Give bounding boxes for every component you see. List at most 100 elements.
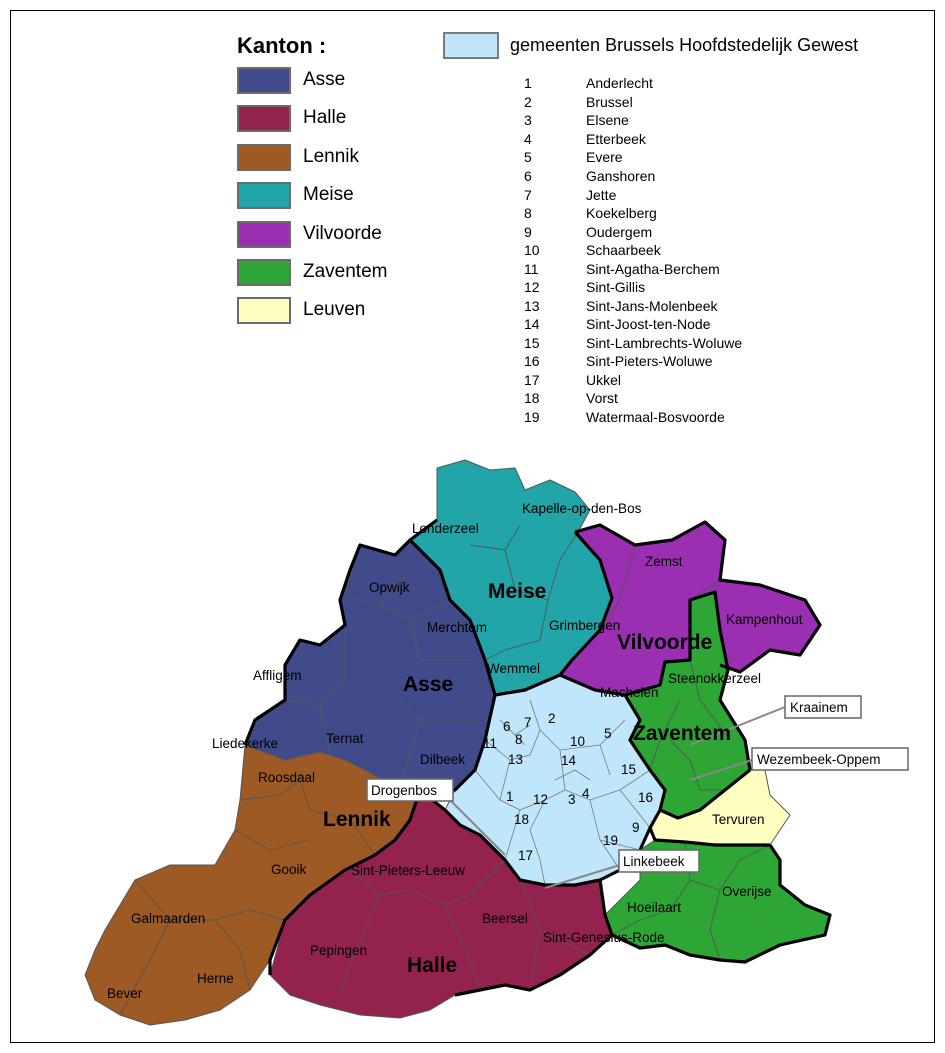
gemeente-num: 13 bbox=[524, 298, 540, 314]
gemeente-num: 12 bbox=[524, 279, 540, 295]
municipality-label: Grimbergen bbox=[549, 618, 620, 633]
canton-label-lennik: Lennik bbox=[323, 808, 391, 831]
municipality-label: Opwijk bbox=[369, 580, 410, 595]
callout-kraainem: Kraainem bbox=[784, 695, 862, 719]
gemeente-num: 14 bbox=[524, 316, 540, 332]
brussels-number: 15 bbox=[621, 762, 636, 777]
brussels-number: 19 bbox=[603, 833, 618, 848]
brussels-number: 12 bbox=[533, 792, 548, 807]
gemeente-name: Evere bbox=[586, 149, 623, 165]
brussels-number: 7 bbox=[524, 715, 532, 730]
gemeente-name: Elsene bbox=[586, 112, 629, 128]
legend-label: Asse bbox=[303, 69, 346, 90]
brussels-number: 4 bbox=[582, 786, 590, 801]
municipality-label: Sint-Genesius-Rode bbox=[543, 930, 665, 945]
brussels-number: 3 bbox=[568, 792, 576, 807]
map-frame bbox=[10, 10, 935, 1043]
brussels-number: 18 bbox=[514, 812, 529, 827]
legend-label: Vilvoorde bbox=[303, 223, 382, 244]
legend-label: Halle bbox=[303, 107, 347, 128]
gemeente-name: Jette bbox=[586, 187, 617, 203]
gemeente-num: 17 bbox=[524, 372, 540, 388]
municipality-label: Merchtem bbox=[427, 620, 487, 635]
legend-swatch bbox=[237, 182, 291, 209]
legend-swatch bbox=[237, 297, 291, 324]
gemeente-name: Sint-Jans-Molenbeek bbox=[586, 298, 718, 314]
callout-label: Kraainem bbox=[790, 700, 848, 715]
municipality-label: Machelen bbox=[600, 685, 659, 700]
gemeente-num: 3 bbox=[524, 112, 532, 128]
legend-item-leuven: Leuven bbox=[237, 297, 437, 327]
brussels-number: 6 bbox=[503, 719, 511, 734]
brussels-number: 8 bbox=[515, 732, 523, 747]
gemeente-num: 2 bbox=[524, 94, 532, 110]
gemeente-num: 15 bbox=[524, 335, 540, 351]
canton-label-zaventem: Zaventem bbox=[633, 722, 731, 745]
municipality-label: Wemmel bbox=[487, 661, 540, 676]
municipality-label: Dilbeek bbox=[420, 752, 465, 767]
municipality-label: Overijse bbox=[722, 884, 772, 899]
callout-label: Drogenbos bbox=[371, 783, 437, 798]
gemeente-num: 1 bbox=[524, 75, 532, 91]
legend-label: Leuven bbox=[303, 299, 366, 320]
gemeente-name: Etterbeek bbox=[586, 131, 646, 147]
legend-item-zaventem: Zaventem bbox=[237, 259, 437, 289]
legend-label: Lennik bbox=[303, 146, 359, 167]
legend-item-halle: Halle bbox=[237, 105, 437, 135]
brussels-number: 10 bbox=[570, 734, 585, 749]
brussels-number: 2 bbox=[548, 711, 556, 726]
legend-swatch-brussels bbox=[443, 32, 499, 59]
gemeente-name: Watermaal-Bosvoorde bbox=[586, 409, 725, 425]
municipality-label: Herne bbox=[197, 971, 234, 986]
brussels-number: 14 bbox=[561, 753, 577, 768]
gemeente-num: 5 bbox=[524, 149, 532, 165]
gemeente-name: Vorst bbox=[586, 390, 618, 406]
municipality-label: Hoeilaart bbox=[627, 900, 681, 915]
legend-label: Zaventem bbox=[303, 261, 388, 282]
municipality-label: Beersel bbox=[482, 911, 528, 926]
brussels-number: 16 bbox=[638, 790, 653, 805]
municipality-label: Londerzeel bbox=[412, 521, 479, 536]
gemeente-num: 11 bbox=[524, 261, 539, 277]
municipality-label: Kapelle-op-den-Bos bbox=[522, 501, 642, 516]
gemeente-name: Sint-Agatha-Berchem bbox=[586, 261, 720, 277]
gemeente-name: Oudergem bbox=[586, 224, 653, 240]
gemeente-name: Sint-Joost-ten-Node bbox=[586, 316, 711, 332]
municipality-label: Kampenhout bbox=[726, 612, 803, 627]
municipality-label: Gooik bbox=[271, 862, 307, 877]
municipality-label: Ternat bbox=[326, 731, 364, 746]
gemeente-num: 4 bbox=[524, 131, 532, 147]
gemeente-num: 9 bbox=[524, 224, 532, 240]
callout-label: Linkebeek bbox=[623, 854, 685, 869]
gemeente-name: Sint-Gillis bbox=[586, 279, 646, 295]
municipality-label: Sint-Pieters-Leeuw bbox=[351, 863, 465, 878]
brussels-number: 5 bbox=[604, 726, 612, 741]
gemeente-name: Anderlecht bbox=[586, 75, 653, 91]
gemeente-num: 8 bbox=[524, 205, 532, 221]
legend-swatch bbox=[237, 105, 291, 132]
legend-swatch bbox=[237, 259, 291, 286]
canton-label-halle: Halle bbox=[407, 954, 457, 977]
municipality-label: Zemst bbox=[645, 554, 683, 569]
legend-item-asse: Asse bbox=[237, 67, 437, 97]
callout-wezembeek: Wezembeek-Oppem bbox=[751, 747, 909, 771]
gemeente-num: 10 bbox=[524, 242, 540, 258]
gemeente-num: 16 bbox=[524, 353, 540, 369]
callout-linkebeek: Linkebeek bbox=[618, 849, 700, 873]
municipality-label: Galmaarden bbox=[131, 911, 205, 926]
gemeente-name: Brussel bbox=[586, 94, 633, 110]
municipality-label: Affligem bbox=[253, 668, 302, 683]
municipality-label: Roosdaal bbox=[258, 770, 315, 785]
legend-title: Kanton : bbox=[237, 33, 327, 58]
legend-swatch bbox=[237, 67, 291, 94]
canton-label-vilvoorde: Vilvoorde bbox=[617, 631, 712, 654]
municipality-label: Liedekerke bbox=[212, 736, 278, 751]
gemeente-num: 7 bbox=[524, 187, 532, 203]
gemeente-num: 18 bbox=[524, 390, 540, 406]
gemeente-name: Sint-Pieters-Woluwe bbox=[586, 353, 713, 369]
legend-swatch bbox=[237, 221, 291, 248]
legend-item-meise: Meise bbox=[237, 182, 437, 212]
legend-label-brussels: gemeenten Brussels Hoofdstedelijk Gewest bbox=[510, 35, 859, 55]
brussels-number: 11 bbox=[483, 736, 497, 751]
gemeente-name: Schaarbeek bbox=[586, 242, 661, 258]
